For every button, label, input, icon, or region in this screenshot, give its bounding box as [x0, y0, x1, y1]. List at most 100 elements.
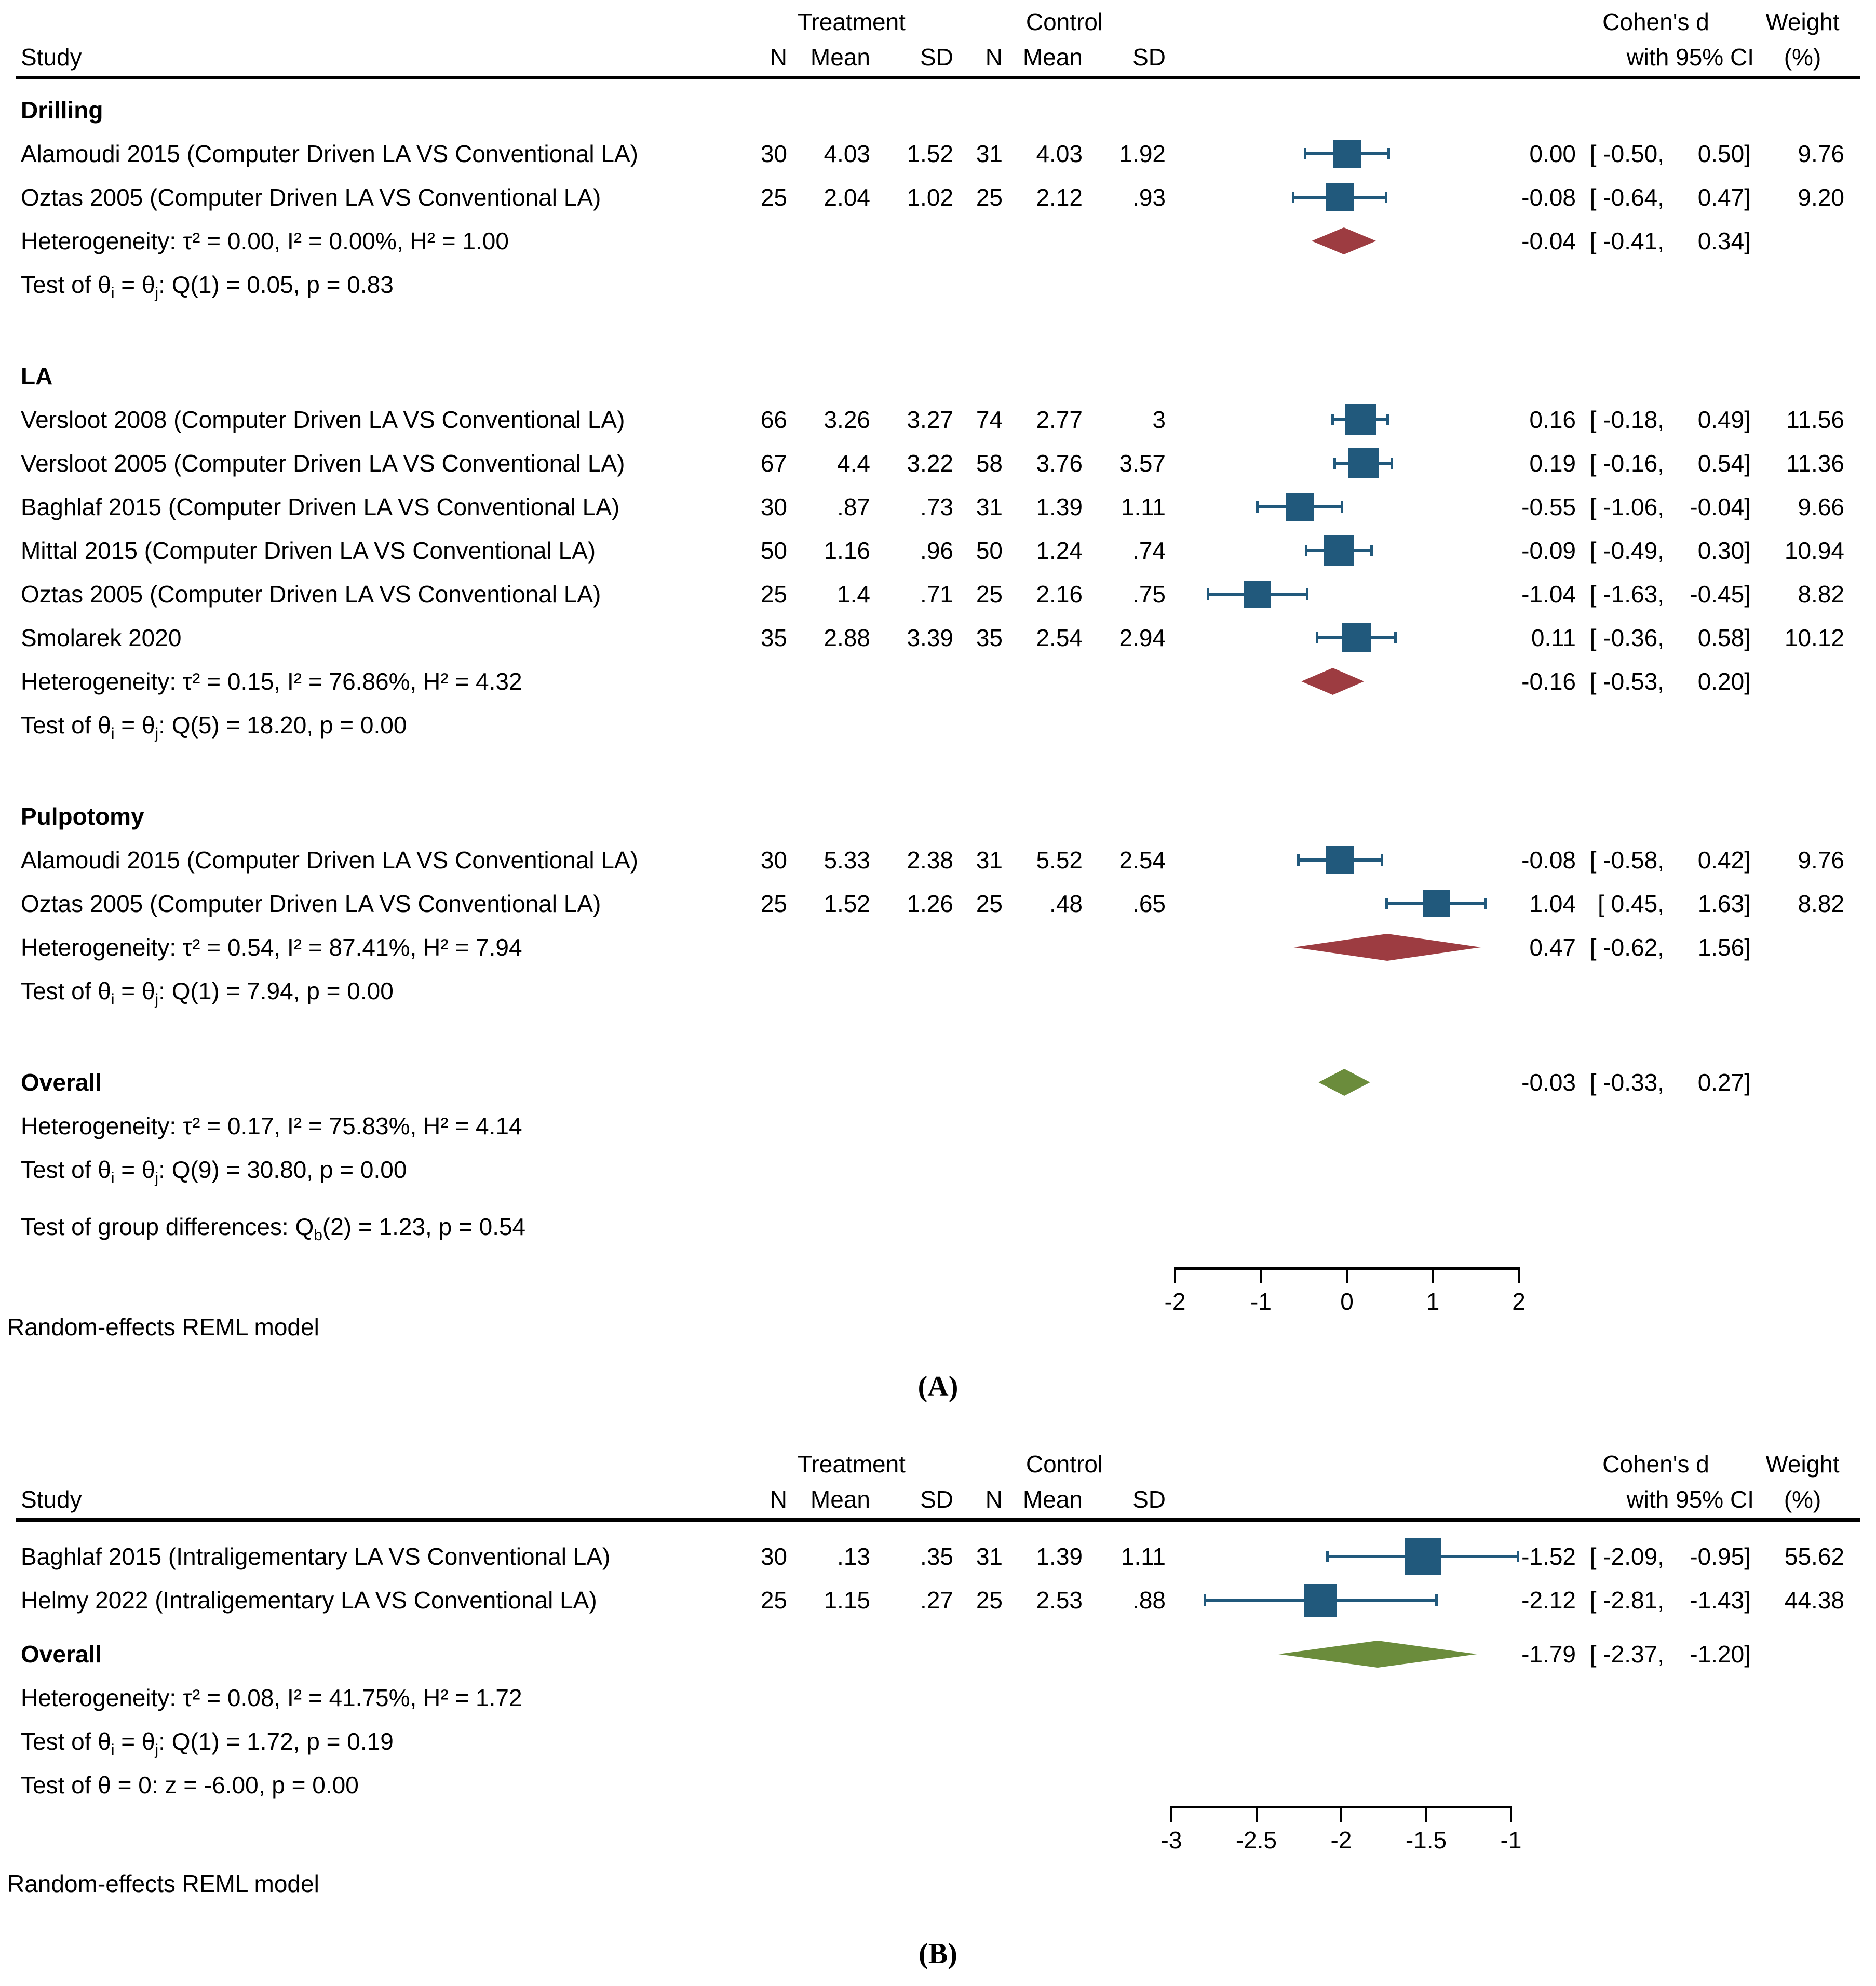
ci-cap — [1305, 588, 1308, 600]
test-label: Test of θ = 0: z = -6.00, p = 0.00 — [21, 1772, 359, 1799]
ci-upper: 0.58] — [1697, 624, 1751, 651]
control-n: 31 — [976, 140, 1003, 167]
axis-tick-label: -3 — [1160, 1827, 1182, 1854]
treatment-n: 30 — [760, 140, 787, 167]
control-n: 58 — [976, 450, 1003, 477]
effect-estimate: -0.04 — [1521, 227, 1576, 254]
group-label: Drilling — [21, 97, 103, 124]
effect-estimate: -0.03 — [1521, 1069, 1576, 1096]
treatment-mean: 4.4 — [837, 450, 870, 477]
ci-lower: [ -0.36, — [1589, 624, 1664, 651]
ci-upper: 0.20] — [1697, 668, 1751, 695]
axis-tick — [1255, 1808, 1258, 1822]
study-row: Oztas 2005 (Computer Driven LA VS Conven… — [0, 882, 1876, 925]
weight-header-line1: Weight — [1765, 1451, 1840, 1478]
summary-diamond — [1318, 1069, 1370, 1096]
panel-b-label: (B) — [919, 1938, 957, 1970]
heterogeneity-label: Heterogeneity: τ² = 0.08, I² = 41.75%, H… — [21, 1684, 522, 1711]
ci-lower: [ -0.53, — [1589, 668, 1664, 695]
x-axis: -2 -1 0 1 2 — [0, 1267, 1876, 1335]
weight-value: 8.82 — [1798, 581, 1844, 608]
study-row: Helmy 2022 (Intraligementary LA VS Conve… — [0, 1578, 1876, 1622]
control-sd: 2.54 — [1119, 847, 1166, 874]
weight-value: 11.56 — [1786, 406, 1844, 433]
ci-lower: [ -0.16, — [1589, 450, 1664, 477]
control-mean: 4.03 — [1036, 140, 1083, 167]
text-row: Test of θi = θj: Q(1) = 7.94, p = 0.00 — [0, 969, 1876, 1013]
effect-square — [1404, 1538, 1441, 1575]
axis-tick — [1174, 1270, 1176, 1283]
ci-cap — [1435, 1594, 1438, 1606]
treatment-mean: 2.04 — [824, 184, 870, 211]
control-sd: .93 — [1132, 184, 1166, 211]
control-mean: 2.77 — [1036, 406, 1083, 433]
treatment-n: 67 — [760, 450, 787, 477]
summary-row: Overall -1.79 [ -2.37, -1.20] — [0, 1632, 1876, 1676]
control-mean: 2.12 — [1036, 184, 1083, 211]
ci-upper: -1.43] — [1690, 1587, 1751, 1614]
treatment-sd: .71 — [920, 581, 953, 608]
control-sd: .74 — [1132, 537, 1166, 564]
effect-header-line2: with 95% CI — [1626, 44, 1754, 71]
ci-upper: -1.20] — [1690, 1641, 1751, 1668]
test-label: Test of θi = θj: Q(1) = 7.94, p = 0.00 — [21, 977, 394, 1009]
treatment-mean: 1.15 — [824, 1587, 870, 1614]
treatment-mean: 4.03 — [824, 140, 870, 167]
rows-panel-a: Drilling Alamoudi 2015 (Computer Driven L… — [0, 97, 1876, 1335]
ci-upper: 0.27] — [1697, 1069, 1751, 1096]
effect-estimate: -0.16 — [1521, 668, 1576, 695]
ci-upper: 0.49] — [1697, 406, 1751, 433]
panel-a: Treatment Control Study N Mean SD N Mean… — [0, 8, 1876, 1335]
ci-lower: [ -0.18, — [1589, 406, 1664, 433]
treatment-mean: .13 — [837, 1543, 870, 1570]
control-n: 31 — [976, 847, 1003, 874]
control-mean-header: Mean — [1022, 1486, 1083, 1513]
effect-estimate: 0.47 — [1529, 934, 1576, 961]
effect-square — [1244, 581, 1271, 608]
study-row: Versloot 2005 (Computer Driven LA VS Con… — [0, 441, 1876, 485]
ci-cap — [1326, 1551, 1329, 1562]
effect-square — [1326, 183, 1354, 211]
model-note-b: Random-effects REML model — [7, 1870, 319, 1897]
effect-square — [1304, 1584, 1338, 1617]
study-column-header: Study — [21, 1486, 82, 1513]
treatment-sd: 1.02 — [907, 184, 953, 211]
study-label: Alamoudi 2015 (Computer Driven LA VS Con… — [21, 847, 638, 874]
effect-estimate: 0.19 — [1529, 450, 1576, 477]
ci-cap — [1297, 854, 1300, 866]
control-sd: 2.94 — [1119, 624, 1166, 651]
text-row: Test of θi = θj: Q(5) = 18.20, p = 0.00 — [0, 703, 1876, 747]
weight-header-line1: Weight — [1765, 8, 1840, 35]
ci-cap — [1391, 458, 1394, 469]
ci-lower: [ -1.63, — [1589, 581, 1664, 608]
treatment-column-header: Treatment — [798, 8, 906, 35]
treatment-mean-header: Mean — [810, 1486, 870, 1513]
ci-upper: 0.47] — [1697, 184, 1751, 211]
test-label: Test of θi = θj: Q(5) = 18.20, p = 0.00 — [21, 712, 407, 743]
axis-tick-label: -1.5 — [1405, 1827, 1447, 1854]
ci-cap — [1370, 545, 1373, 556]
study-label: Baghlaf 2015 (Intraligementary LA VS Con… — [21, 1543, 611, 1570]
control-sd: .88 — [1132, 1587, 1166, 1614]
panel-b: Treatment Control Study N Mean SD N Mean… — [0, 1442, 1876, 1986]
weight-value: 9.76 — [1798, 847, 1844, 874]
heterogeneity-label: Heterogeneity: τ² = 0.54, I² = 87.41%, H… — [21, 934, 522, 961]
text-row: Test of θ = 0: z = -6.00, p = 0.00 — [0, 1763, 1876, 1807]
treatment-n: 30 — [760, 847, 787, 874]
heterogeneity-label: Heterogeneity: τ² = 0.00, I² = 0.00%, H²… — [21, 227, 509, 254]
study-label: Helmy 2022 (Intraligementary LA VS Conve… — [21, 1587, 597, 1614]
ci-cap — [1304, 148, 1307, 159]
study-column-header: Study — [21, 44, 82, 71]
ci-lower: [ -0.62, — [1589, 934, 1664, 961]
group-label: Pulpotomy — [21, 803, 144, 830]
treatment-sd: 3.39 — [907, 624, 953, 651]
weight-value: 9.66 — [1798, 493, 1844, 520]
control-mean: 5.52 — [1036, 847, 1083, 874]
effect-estimate: -1.79 — [1521, 1641, 1576, 1668]
axis-tick-label: 0 — [1340, 1288, 1354, 1315]
study-label: Versloot 2008 (Computer Driven LA VS Con… — [21, 406, 625, 433]
control-mean: 3.76 — [1036, 450, 1083, 477]
study-row: Versloot 2008 (Computer Driven LA VS Con… — [0, 398, 1876, 441]
test-label: Test of θi = θj: Q(1) = 0.05, p = 0.83 — [21, 271, 394, 302]
ci-upper: 1.56] — [1697, 934, 1751, 961]
